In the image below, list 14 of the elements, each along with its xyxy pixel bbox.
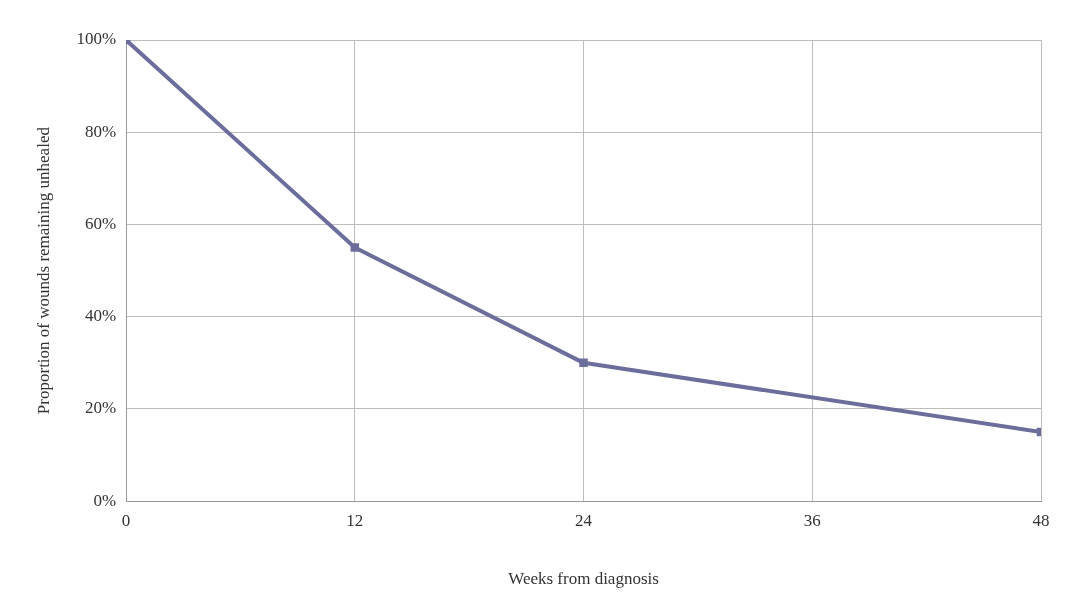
x-tick-label: 0 (121, 510, 131, 530)
point (579, 358, 588, 368)
y-tick-label: 20% (84, 398, 117, 418)
x-axis-title: Weeks from diagnosis (508, 569, 659, 589)
y-axis-title: Proportion of wounds remaining unhealed (33, 126, 53, 415)
y-tick-label: 80% (84, 121, 117, 141)
y-tick-label: 0% (93, 490, 117, 510)
x-tick-label: 24 (575, 510, 593, 530)
y-tick-label: 60% (84, 213, 117, 233)
x-tick-label: 12 (346, 510, 364, 530)
y-tick-label: 40% (84, 306, 117, 326)
y-tick-label: 100% (76, 29, 117, 49)
x-tick-label: 36 (803, 510, 821, 530)
x-tick-label: 48 (1032, 510, 1050, 530)
